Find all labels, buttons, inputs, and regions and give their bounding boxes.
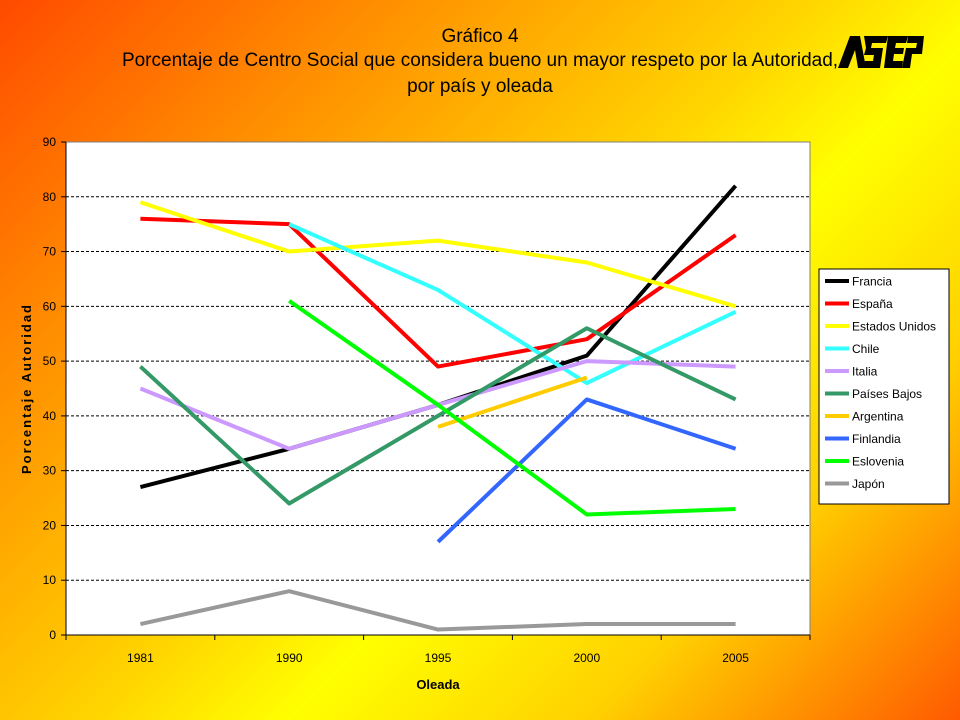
y-tick-label: 90 <box>43 135 57 149</box>
legend-box <box>818 268 950 505</box>
y-tick-label: 50 <box>43 354 57 368</box>
asep-logo <box>838 36 924 68</box>
series-line-chile <box>288 222 737 386</box>
y-tick-label: 80 <box>43 190 57 204</box>
chart-title-line3: por país y oleada <box>407 76 553 97</box>
legend-label: Argentina <box>852 410 904 424</box>
y-tick-label: 20 <box>43 518 57 532</box>
legend-label: Eslovenia <box>852 455 904 469</box>
legend-label: Chile <box>852 342 880 356</box>
legend-label: Países Bajos <box>852 387 922 401</box>
legend-label: Japón <box>852 477 885 491</box>
x-tick-label: 2000 <box>573 651 600 665</box>
chart-title-line1: Gráfico 4 <box>441 26 519 47</box>
legend-label: Francia <box>852 275 892 289</box>
x-tick-label: 1981 <box>127 651 154 665</box>
series-line-finlandia <box>436 397 737 544</box>
legend-label: Italia <box>852 365 878 379</box>
x-tick-label: 1995 <box>425 651 452 665</box>
x-axis-label: Oleada <box>416 677 460 692</box>
series-line-eslovenia <box>288 299 736 517</box>
y-tick-label: 30 <box>43 464 57 478</box>
y-tick-label: 70 <box>43 245 57 259</box>
y-tick-label: 0 <box>49 628 56 642</box>
series-line-argentina <box>437 375 588 429</box>
series-line-estados-unidos <box>139 200 737 309</box>
y-axis-label: Porcentaje Autoridad <box>19 303 34 474</box>
legend-label: Finlandia <box>852 432 901 446</box>
series-line-japon <box>139 589 736 632</box>
x-tick-label: 1990 <box>276 651 303 665</box>
legend-label: Estados Unidos <box>852 320 936 334</box>
series-line-espana <box>140 216 737 369</box>
y-tick-label: 10 <box>43 573 57 587</box>
y-tick-label: 40 <box>43 409 57 423</box>
series-line-paises-bajos <box>139 326 737 506</box>
legend-label: España <box>852 297 893 311</box>
x-tick-label: 2005 <box>722 651 749 665</box>
y-tick-label: 60 <box>43 299 57 313</box>
chart-title-line2: Porcentaje de Centro Social que consider… <box>121 50 839 71</box>
